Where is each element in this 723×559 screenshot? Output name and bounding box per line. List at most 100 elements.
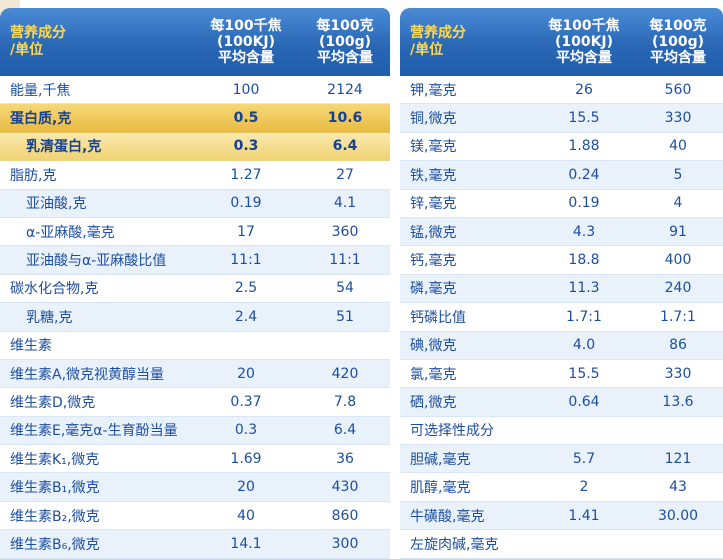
- table-row: 氯,毫克 15.5 330: [400, 359, 723, 389]
- row-value-per100g: 560: [664, 81, 692, 98]
- row-value-per100kj: 18.8: [568, 252, 600, 269]
- row-label: 胆碱,毫克: [410, 451, 471, 468]
- row-label: 能量,千焦: [10, 82, 71, 99]
- row-value-per100g: 13.6: [662, 393, 694, 410]
- table-body: 能量,千焦 100 2124 蛋白质,克 0.5 10.6 乳清蛋白,克 0.3 6.4 脂肪,克…: [0, 76, 390, 559]
- row-label: 硒,微克: [410, 394, 457, 411]
- table-row: 左旋肉碱,毫克: [400, 530, 723, 559]
- row-value-per100kj: 2.5: [234, 280, 258, 297]
- row-value-per100kj: 15.5: [568, 365, 600, 382]
- row-value-per100g: 430: [331, 479, 359, 496]
- header-line: 每100千焦: [548, 18, 620, 34]
- row-label: 牛磺酸,毫克: [410, 508, 485, 525]
- row-value-per100g: 6.4: [332, 138, 358, 155]
- header-line: 平均含量: [218, 50, 274, 66]
- row-value-per100g: 6.4: [333, 422, 357, 439]
- row-value-per100kj: 0.37: [230, 393, 262, 410]
- row-label: 钙,毫克: [410, 253, 457, 270]
- row-value-per100g: 30.00: [657, 507, 699, 524]
- row-value-per100g: 240: [664, 280, 692, 297]
- header-line: 平均含量: [556, 50, 612, 66]
- row-value-per100kj: 26: [575, 81, 593, 98]
- row-value-per100kj: 0.19: [230, 195, 262, 212]
- table-row: α-亚麻酸,毫克 17 360: [0, 217, 390, 247]
- table-row: 维生素B₁,微克 20 430: [0, 473, 390, 502]
- row-value-per100kj: 40: [237, 507, 255, 524]
- header-line: /单位: [410, 42, 444, 58]
- row-value-per100kj: 2.4: [234, 308, 258, 325]
- header-per-100g-label: 每100克 (100g) 平均含量: [300, 18, 390, 66]
- header-per-100g-label: 每100克 (100g) 平均含量: [633, 18, 723, 66]
- row-value-per100kj: 0.24: [568, 166, 600, 183]
- row-value-per100kj: 5.7: [572, 450, 596, 467]
- header-line: 平均含量: [650, 50, 706, 66]
- header-line: 每100千焦: [210, 18, 282, 34]
- table-header: 营养成分/单位 每100千焦 (100KJ) 平均含量 每100克 (100g) 平均含量: [400, 8, 723, 76]
- row-label: 脂肪,克: [10, 167, 57, 184]
- row-label: 亚油酸,克: [26, 196, 87, 213]
- row-value-per100g: 51: [336, 308, 354, 325]
- row-value-per100kj: 11.3: [568, 280, 600, 297]
- row-label: 维生素B₆,微克: [10, 536, 100, 553]
- header-line: /单位: [10, 42, 44, 58]
- row-value-per100kj: 4.3: [572, 223, 596, 240]
- header-line: (100g): [318, 34, 372, 50]
- header-line: (100g): [651, 34, 705, 50]
- table-row: 碳水化合物,克 2.5 54: [0, 274, 390, 304]
- row-value-per100kj: 1.27: [230, 166, 262, 183]
- table-row: 维生素B₆,微克 14.1 300: [0, 530, 390, 559]
- table-row: 硒,微克 0.64 13.6: [400, 388, 723, 417]
- row-value-per100g: 91: [669, 223, 687, 240]
- row-value-per100kj: 0.5: [233, 110, 259, 127]
- header-line: 营养成分: [410, 25, 466, 41]
- row-value-per100g: 360: [331, 223, 359, 240]
- table-row: 维生素B₂,微克 40 860: [0, 501, 390, 531]
- row-value-per100g: 4: [673, 195, 683, 212]
- row-label: 左旋肉碱,毫克: [410, 536, 499, 553]
- row-label: 肌醇,毫克: [410, 480, 471, 497]
- row-value-per100g: 330: [664, 365, 692, 382]
- row-value-per100g: 27: [336, 166, 354, 183]
- row-value-per100g: 86: [669, 337, 687, 354]
- table-row: 能量,千焦 100 2124: [0, 76, 390, 105]
- row-label: 钙磷比值: [410, 309, 466, 326]
- header-nutrient-unit-label: 营养成分/单位: [0, 25, 192, 59]
- table-row: 维生素: [0, 331, 390, 360]
- row-value-per100kj: 2: [579, 479, 589, 496]
- table-row: 磷,毫克 11.3 240: [400, 274, 723, 304]
- table-row: 钾,毫克 26 560: [400, 76, 723, 105]
- row-label: 维生素B₁,微克: [10, 480, 100, 497]
- row-label: 镁,毫克: [410, 139, 457, 156]
- row-value-per100g: 121: [664, 450, 692, 467]
- table-row: 维生素A,微克视黄醇当量 20 420: [0, 359, 390, 389]
- row-value-per100kj: 14.1: [230, 535, 262, 552]
- table-body: 钾,毫克 26 560 铜,微克 15.5 330 镁,毫克 1.88 40 铁,毫克 0.24 5 锌…: [400, 76, 723, 559]
- row-label: 铁,毫克: [410, 167, 457, 184]
- row-value-per100g: 40: [669, 138, 687, 155]
- table-row: 乳糖,克 2.4 51: [0, 303, 390, 332]
- row-value-per100kj: 1.41: [568, 507, 600, 524]
- row-value-per100kj: 0.19: [568, 195, 600, 212]
- header-per-100kj-label: 每100千焦 (100KJ) 平均含量: [192, 18, 300, 66]
- header-line: 每100克: [316, 18, 374, 34]
- table-row: 牛磺酸,毫克 1.41 30.00: [400, 501, 723, 531]
- table-row: 乳清蛋白,克 0.3 6.4: [0, 132, 390, 162]
- row-label: α-亚麻酸,毫克: [26, 224, 115, 241]
- table-row: 胆碱,毫克 5.7 121: [400, 445, 723, 474]
- header-line: 平均含量: [317, 50, 373, 66]
- row-value-per100kj: 11:1: [230, 252, 262, 269]
- table-row: 钙磷比值 1.7:1 1.7:1: [400, 303, 723, 332]
- row-label: 氯,毫克: [410, 366, 457, 383]
- row-value-per100g: 860: [331, 507, 359, 524]
- row-label: 磷,毫克: [410, 281, 457, 298]
- row-label: 乳清蛋白,克: [26, 139, 102, 156]
- row-value-per100g: 5: [673, 166, 683, 183]
- row-value-per100kj: 0.3: [233, 138, 259, 155]
- row-label: 维生素E,毫克α-生育酚当量: [10, 423, 178, 440]
- row-value-per100g: 11:1: [329, 252, 361, 269]
- row-label: 维生素D,微克: [10, 394, 96, 411]
- row-value-per100kj: 1.7:1: [566, 308, 602, 325]
- table-row: 亚油酸与α-亚麻酸比值 11:1 11:1: [0, 246, 390, 275]
- table-row: 可选择性成分: [400, 416, 723, 446]
- row-value-per100g: 1.7:1: [660, 308, 696, 325]
